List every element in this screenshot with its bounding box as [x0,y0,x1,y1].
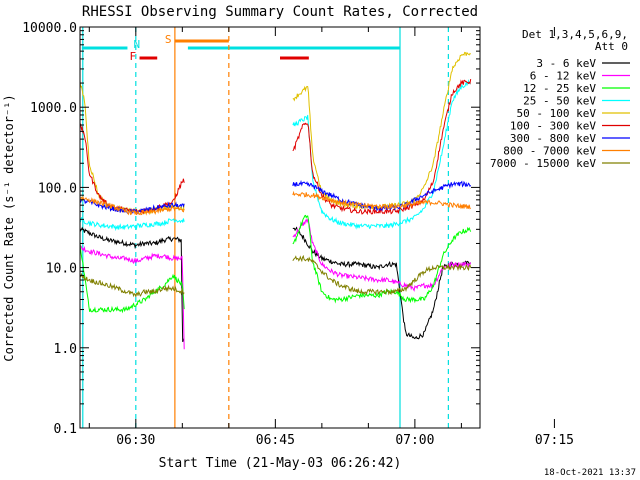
series-line-25-50-kev [79,79,471,232]
legend-header-line: Att 0 [595,40,628,53]
series-line-3-6-kev [79,226,471,343]
y-axis-label: Corrected Count Rate (s⁻¹ detector⁻¹) [2,94,16,361]
vertical-markers [82,27,449,428]
series-line-800-7000-kev [79,190,471,216]
y-tick-label: 0.1 [54,422,77,437]
series-line-6-12-kev [79,218,472,350]
legend-label: 800 - 7000 keV [503,145,596,158]
series-lines [79,51,472,350]
plot-frame [79,26,481,429]
legend-label: 12 - 25 keV [523,82,596,95]
y-tick-label: 1000.0 [30,101,77,116]
flag-label-f: F [130,50,137,63]
series-line-12-25-kev [79,214,472,314]
x-tick-label: 06:45 [256,433,295,448]
legend-label: 25 - 50 keV [523,95,596,108]
legend-label: 300 - 800 keV [510,132,596,145]
y-tick-label: 1.0 [54,342,77,357]
legend-header-line: Det 1,3,4,5,6,9, [522,28,628,41]
x-tick-label: 06:30 [116,433,155,448]
legend-label: 7000 - 15000 keV [490,157,596,170]
legend-label: 6 - 12 keV [530,70,597,83]
flag-label-n: N [133,38,140,51]
y-tick-label: 10000.0 [22,21,77,36]
y-tick-label: 10.0 [46,262,77,277]
legend-label: 3 - 6 keV [536,57,596,70]
flag-label-s: S [165,33,172,46]
y-axis: 0.1 1.0 10.0 100.0 1000.0 10000.0 [22,21,480,437]
series-line-7000-15000-kev [79,254,472,298]
x-axis-label: Start Time (21-May-03 06:26:42) [159,456,402,471]
legend-label: 100 - 300 keV [510,120,596,133]
flag-bars: NF S [81,33,400,63]
legend-label: 50 - 100 keV [517,107,597,120]
timestamp: 18-Oct-2021 13:37 [544,468,636,478]
x-tick-label: 07:00 [395,433,434,448]
y-tick-label: 100.0 [38,181,77,196]
chart-title: RHESSI Observing Summary Count Rates, Co… [82,4,478,20]
x-tick-label: 07:15 [535,433,574,448]
